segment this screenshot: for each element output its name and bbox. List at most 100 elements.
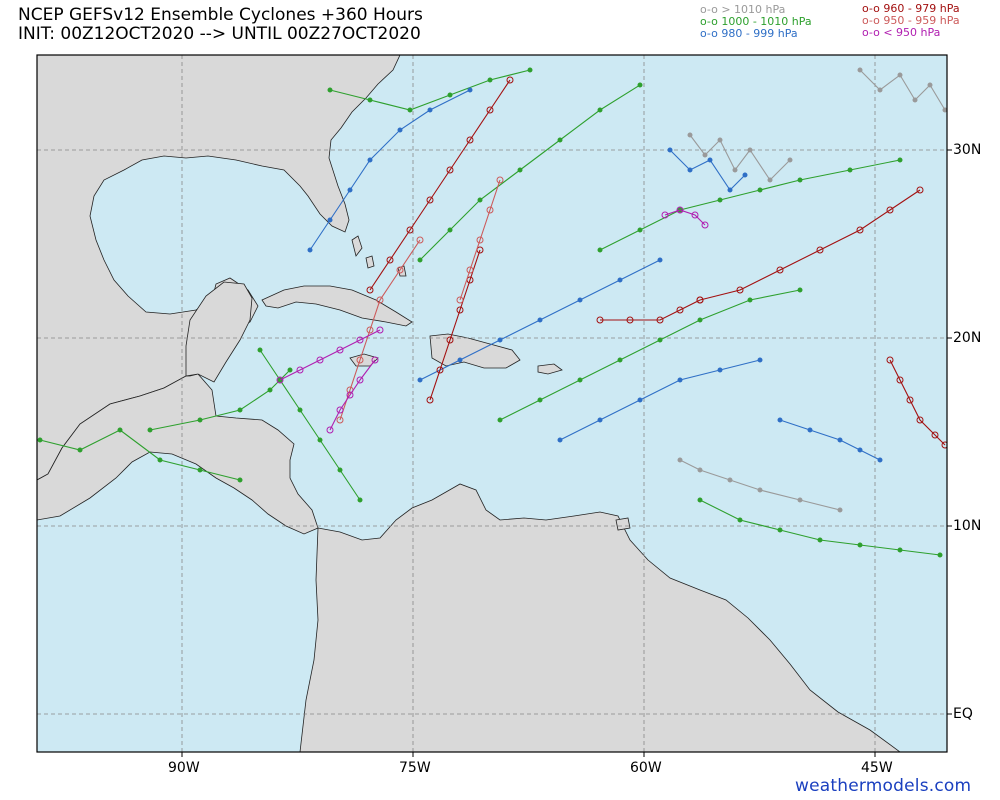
- track-point: [737, 517, 743, 523]
- track-point: [367, 97, 373, 103]
- track-point: [857, 67, 863, 73]
- track-point: [486, 106, 494, 114]
- track-point: [456, 306, 464, 314]
- track-point: [407, 107, 413, 113]
- track-point: [337, 467, 343, 473]
- track-point: [486, 206, 494, 214]
- puerto-rico-land: [537, 363, 563, 375]
- track-point: [707, 157, 713, 163]
- track-line: [699, 189, 921, 301]
- track-point: [687, 132, 693, 138]
- track-point: [327, 87, 333, 93]
- track-point: [702, 152, 708, 158]
- track-point: [886, 206, 894, 214]
- track-point: [357, 497, 363, 503]
- track-point: [931, 431, 939, 439]
- track-point: [371, 356, 379, 364]
- track-line: [459, 179, 501, 301]
- track-point: [557, 437, 563, 443]
- track-point: [916, 416, 924, 424]
- track-point: [906, 396, 914, 404]
- track-point: [697, 317, 703, 323]
- track-point: [757, 487, 763, 493]
- map-title: NCEP GEFSv12 Ensemble Cyclones +360 Hour…: [18, 5, 423, 25]
- track-point: [817, 537, 823, 543]
- lon-label-45w: 45W: [861, 760, 893, 776]
- lat-label-10n: 10N: [953, 518, 982, 534]
- track-point: [657, 337, 663, 343]
- track-point: [336, 416, 344, 424]
- track-point: [396, 266, 404, 274]
- track-point: [257, 347, 263, 353]
- track-line: [429, 249, 481, 401]
- track-point: [857, 447, 863, 453]
- track-point: [757, 357, 763, 363]
- track-point: [267, 387, 273, 393]
- track-point: [797, 287, 803, 293]
- track-line: [329, 359, 376, 431]
- track-point: [466, 266, 474, 274]
- track-point: [886, 356, 894, 364]
- track-point: [896, 376, 904, 384]
- track-point: [367, 157, 373, 163]
- track-point: [942, 107, 947, 113]
- track-point: [307, 247, 313, 253]
- track-point: [427, 107, 433, 113]
- track-line: [369, 79, 511, 291]
- track-line: [559, 359, 761, 441]
- track-point: [376, 326, 384, 334]
- track-point: [717, 367, 723, 373]
- track-point: [687, 167, 693, 173]
- legend-item-980-999: o-o 980 - 999 hPa: [700, 27, 798, 40]
- track-point: [117, 427, 123, 433]
- lon-label-75w: 75W: [399, 760, 431, 776]
- track-line: [279, 329, 381, 381]
- track-point: [237, 477, 243, 483]
- track-point: [661, 211, 669, 219]
- track-line: [329, 69, 531, 111]
- track-point: [356, 356, 364, 364]
- track-point: [157, 457, 163, 463]
- track-point: [816, 246, 824, 254]
- track-point: [691, 211, 699, 219]
- track-point: [197, 467, 203, 473]
- track-point: [417, 377, 423, 383]
- track-point: [596, 316, 604, 324]
- track-point: [637, 397, 643, 403]
- track-point: [701, 221, 709, 229]
- track-point: [296, 366, 304, 374]
- track-point: [496, 176, 504, 184]
- track-point: [197, 417, 203, 423]
- track-point: [456, 296, 464, 304]
- track-point: [336, 346, 344, 354]
- track-point: [767, 177, 773, 183]
- legend-item-960-979: o-o 960 - 979 hPa: [862, 2, 960, 15]
- track-point: [856, 226, 864, 234]
- track-point: [276, 376, 284, 384]
- track-point: [777, 527, 783, 533]
- track-point: [356, 376, 364, 384]
- track-point: [446, 166, 454, 174]
- track-point: [877, 457, 883, 463]
- track-point: [837, 437, 843, 443]
- track-point: [877, 87, 883, 93]
- track-point: [656, 316, 664, 324]
- track-point: [717, 137, 723, 143]
- track-point: [497, 337, 503, 343]
- track-point: [497, 417, 503, 423]
- track-point: [857, 542, 863, 548]
- track-point: [637, 82, 643, 88]
- track-point: [807, 427, 813, 433]
- track-point: [941, 441, 947, 449]
- central-america-land: [37, 373, 319, 535]
- track-point: [326, 426, 334, 434]
- track-point: [657, 257, 663, 263]
- hispaniola-land: [429, 333, 521, 369]
- track-point: [717, 197, 723, 203]
- legend-item-950-959: o-o 950 - 959 hPa: [862, 14, 960, 27]
- track-point: [297, 407, 303, 413]
- graticule: [37, 55, 947, 752]
- legend-weak: o-o > 1010 hPa o-o 1000 - 1010 hPa o-o 9…: [700, 4, 812, 40]
- track-line: [679, 459, 841, 511]
